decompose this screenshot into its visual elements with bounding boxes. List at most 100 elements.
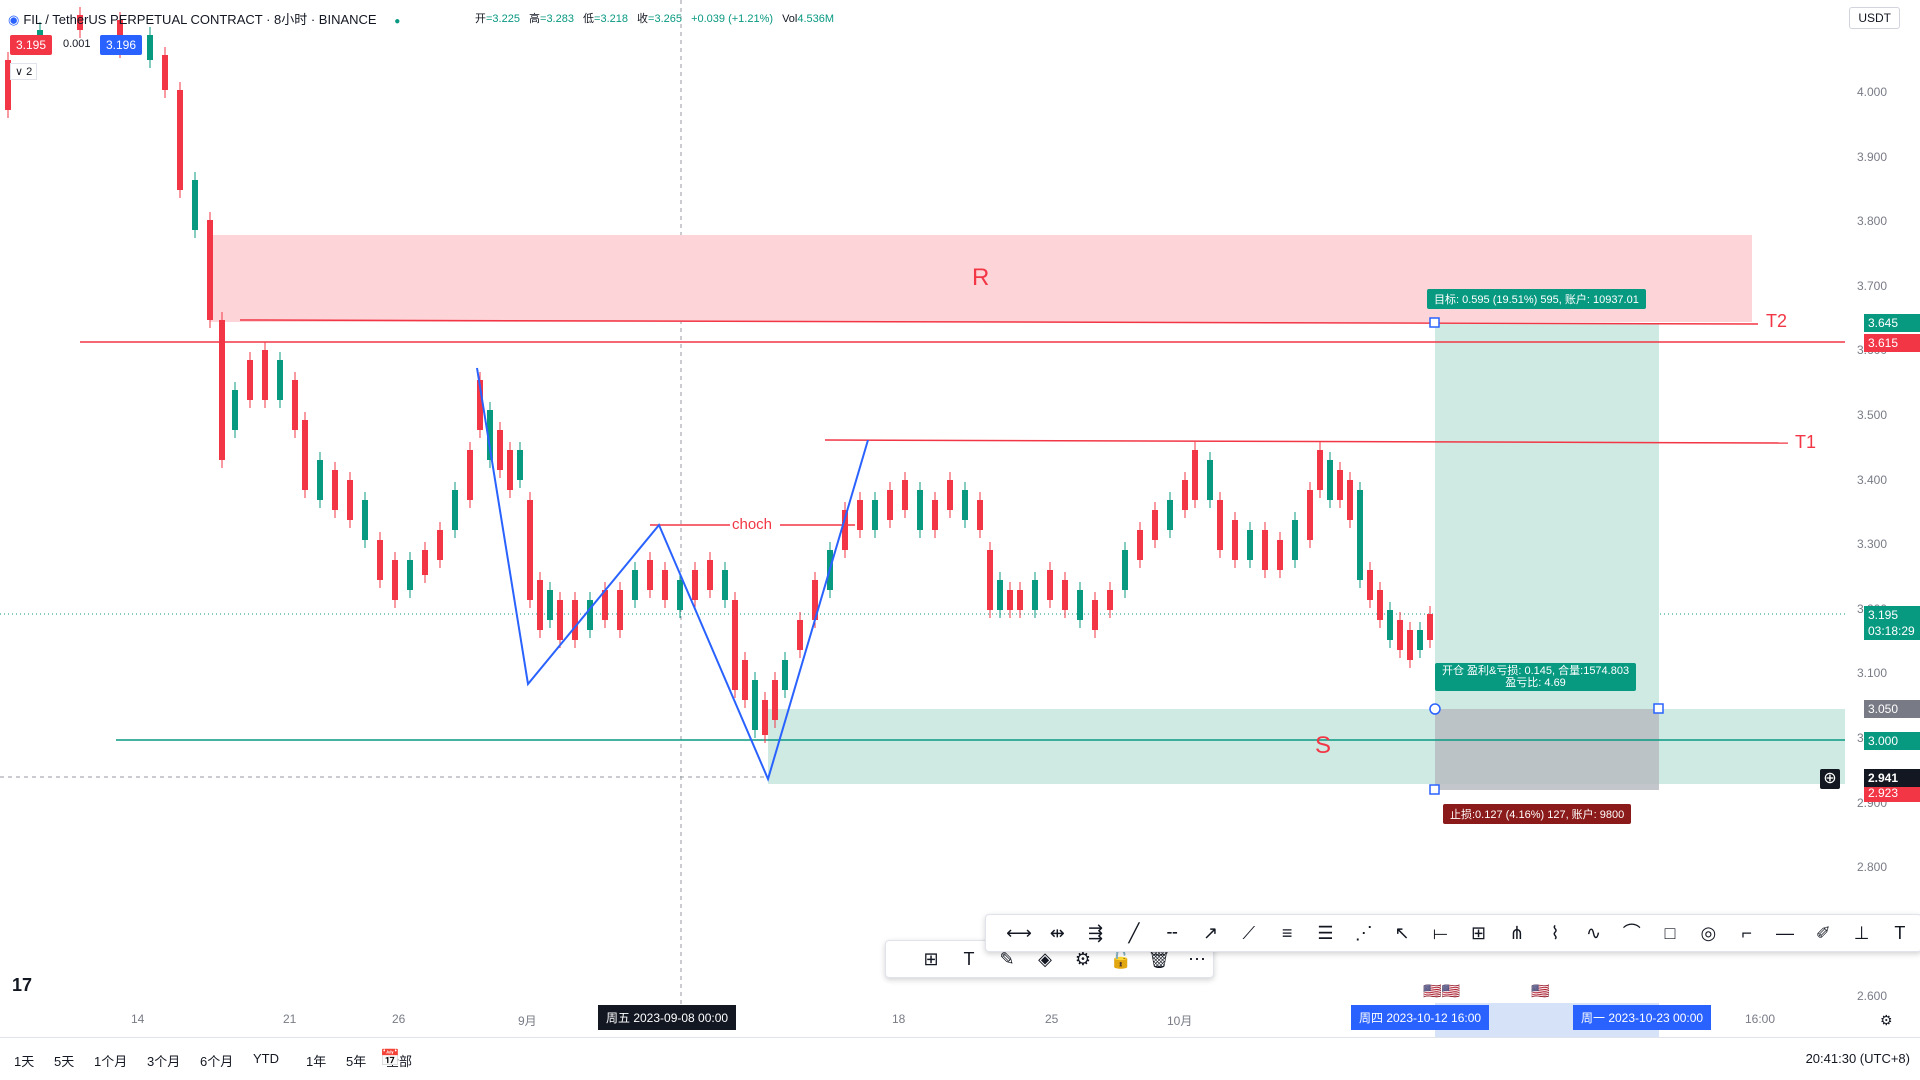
group-icon[interactable]: ⊞ xyxy=(923,949,939,969)
candle-body xyxy=(987,550,993,610)
clock[interactable]: 20:41:30 (UTC+8) xyxy=(1805,1051,1910,1066)
candle-body xyxy=(812,580,818,620)
cross-line-icon[interactable]: ╌ xyxy=(1166,923,1178,943)
path-icon[interactable]: ⌇ xyxy=(1550,923,1560,943)
tools-toolbar[interactable]: ⟷ ⇹ ⇶ ╱ ╌ ↗ ⟋ ≡ ☰ ⋰ ↖ ⟝ ⊞ ⋔ ⌇ ∿ ⌒ □ ◎ ⌐ — ✐ ⊥ T xyxy=(985,914,1920,952)
polyline-icon[interactable]: ⌐ xyxy=(1741,923,1752,943)
horizontal-ray-icon[interactable]: ⟝ xyxy=(1432,923,1448,943)
settings-icon[interactable]: ⚙ xyxy=(1074,949,1092,969)
parallel-channel-icon[interactable]: ≡ xyxy=(1281,923,1293,943)
candle-body xyxy=(517,450,523,480)
candle-body xyxy=(1367,570,1373,600)
candle-body xyxy=(1407,630,1413,660)
regression-icon[interactable]: ⋰ xyxy=(1354,923,1373,943)
candle-body xyxy=(422,550,428,575)
pen-icon[interactable]: ✎ xyxy=(999,949,1015,969)
t2-price-tag: 3.645 xyxy=(1864,314,1920,332)
timeframe-button[interactable]: 5天 xyxy=(54,1054,75,1069)
candle-body xyxy=(1192,450,1198,500)
curve-icon[interactable]: ⌒ xyxy=(1622,923,1641,943)
market-status-icon: ● xyxy=(394,16,401,27)
candle-body xyxy=(1317,450,1323,490)
entry-price-tag: 3.050 xyxy=(1864,700,1920,718)
text-tool-icon[interactable]: T xyxy=(1894,923,1906,943)
last-price-tag: 3.195 xyxy=(1864,606,1920,624)
price-axis-label: 3.900 xyxy=(1857,149,1888,164)
candle-body xyxy=(377,540,383,580)
info-line-icon[interactable]: ⟋ xyxy=(1242,923,1256,943)
price-axis-label: 3.800 xyxy=(1857,214,1888,229)
candle-body xyxy=(192,180,198,230)
timeframe-button[interactable]: 6个月 xyxy=(200,1054,234,1069)
sell-button[interactable]: 3.195 xyxy=(10,35,53,55)
price-axis-label: 3.700 xyxy=(1857,278,1888,293)
candle-body xyxy=(1292,520,1298,560)
timeframe-button[interactable]: 3个月 xyxy=(147,1054,181,1069)
elliott-icon[interactable]: ∿ xyxy=(1585,923,1602,943)
lock-icon[interactable]: 🔓 xyxy=(1109,949,1133,969)
candle-body xyxy=(1182,480,1188,510)
pitchfork-icon[interactable]: ⋔ xyxy=(1509,923,1525,943)
fill-icon[interactable]: ◈ xyxy=(1038,949,1052,969)
target-handle xyxy=(1429,317,1440,328)
price-axis-label: 2.800 xyxy=(1857,860,1888,875)
price-range-icon[interactable]: ⊥ xyxy=(1853,923,1870,943)
candle-body xyxy=(332,470,338,510)
horizontal-line-icon[interactable]: — xyxy=(1776,923,1794,943)
candle-body xyxy=(1307,490,1313,540)
candle-body xyxy=(647,560,653,590)
text-icon[interactable]: T xyxy=(963,949,975,969)
candle-body xyxy=(437,530,443,560)
indicators-toggle[interactable]: ∨ 2 xyxy=(10,63,38,80)
trash-icon[interactable]: 🗑 xyxy=(1147,949,1171,969)
us-flag-icon[interactable]: 🇺🇸 xyxy=(1531,983,1550,1000)
candle-body xyxy=(1047,570,1053,600)
candle-body xyxy=(1337,470,1343,500)
candle-body xyxy=(602,590,608,620)
more-icon[interactable]: ⋯ xyxy=(1188,949,1206,969)
candle-body xyxy=(1152,510,1158,540)
us-flag-icon[interactable]: 🇺🇸🇺🇸 xyxy=(1423,983,1461,1000)
candles xyxy=(5,7,1433,743)
target-zone xyxy=(1435,323,1659,709)
timeframe-button[interactable]: 5年 xyxy=(346,1054,367,1069)
brush-icon[interactable]: ✐ xyxy=(1815,923,1831,943)
timeframe-button[interactable]: 1个月 xyxy=(94,1054,128,1069)
candle-body xyxy=(572,600,578,640)
candle-body xyxy=(219,320,225,460)
timeframe-button[interactable]: YTD xyxy=(253,1051,279,1066)
stop-note: 止损:0.127 (4.16%) 127, 账户: 9800 xyxy=(1443,804,1632,824)
timeframe-button[interactable]: 1年 xyxy=(306,1054,327,1069)
trend-angle-icon[interactable]: ⇹ xyxy=(1049,923,1065,943)
add-alert-icon[interactable]: ⊕ xyxy=(1820,769,1840,789)
candle-body xyxy=(1032,580,1038,610)
settings-gear-icon[interactable]: ⚙ xyxy=(1880,1012,1893,1028)
candle-body xyxy=(842,510,848,550)
price-axis-label: 2.600 xyxy=(1857,989,1888,1004)
stop-zone xyxy=(1435,709,1659,790)
date-range-icon[interactable]: 📅 xyxy=(380,1050,400,1067)
arrow-icon[interactable]: ↗ xyxy=(1202,923,1219,943)
stop-handle xyxy=(1429,784,1440,795)
candle-body xyxy=(1247,530,1253,560)
price-chart[interactable] xyxy=(0,0,1920,1037)
symbol-header[interactable]: ◉ FIL / TetherUS PERPETUAL CONTRACT · 8小时… xyxy=(8,9,404,28)
buy-button[interactable]: 3.196 xyxy=(100,35,143,55)
circle-icon[interactable]: ◎ xyxy=(1700,923,1717,943)
currency-selector[interactable]: USDT xyxy=(1849,7,1900,29)
candle-body xyxy=(587,600,593,630)
candle-body xyxy=(1397,620,1403,650)
ray-icon[interactable]: ╱ xyxy=(1128,923,1140,943)
candle-body xyxy=(1377,590,1383,620)
crosshair-box-icon[interactable]: ⊞ xyxy=(1471,923,1487,943)
cursor-icon[interactable]: ↖ xyxy=(1394,923,1410,943)
flat-channel-icon[interactable]: ☰ xyxy=(1317,923,1334,943)
timeframe-button[interactable]: 全部 xyxy=(386,1054,413,1069)
timeframe-button[interactable]: 1天 xyxy=(14,1054,35,1069)
extended-line-icon[interactable]: ⟷ xyxy=(1006,923,1032,943)
time-axis-label: 26 xyxy=(392,1012,406,1026)
time-axis-label: 9月 xyxy=(518,1014,537,1028)
time-axis-label: 16:00 xyxy=(1745,1012,1776,1026)
fib-icon[interactable]: ⇶ xyxy=(1088,923,1104,943)
rectangle-icon[interactable]: □ xyxy=(1664,923,1676,943)
